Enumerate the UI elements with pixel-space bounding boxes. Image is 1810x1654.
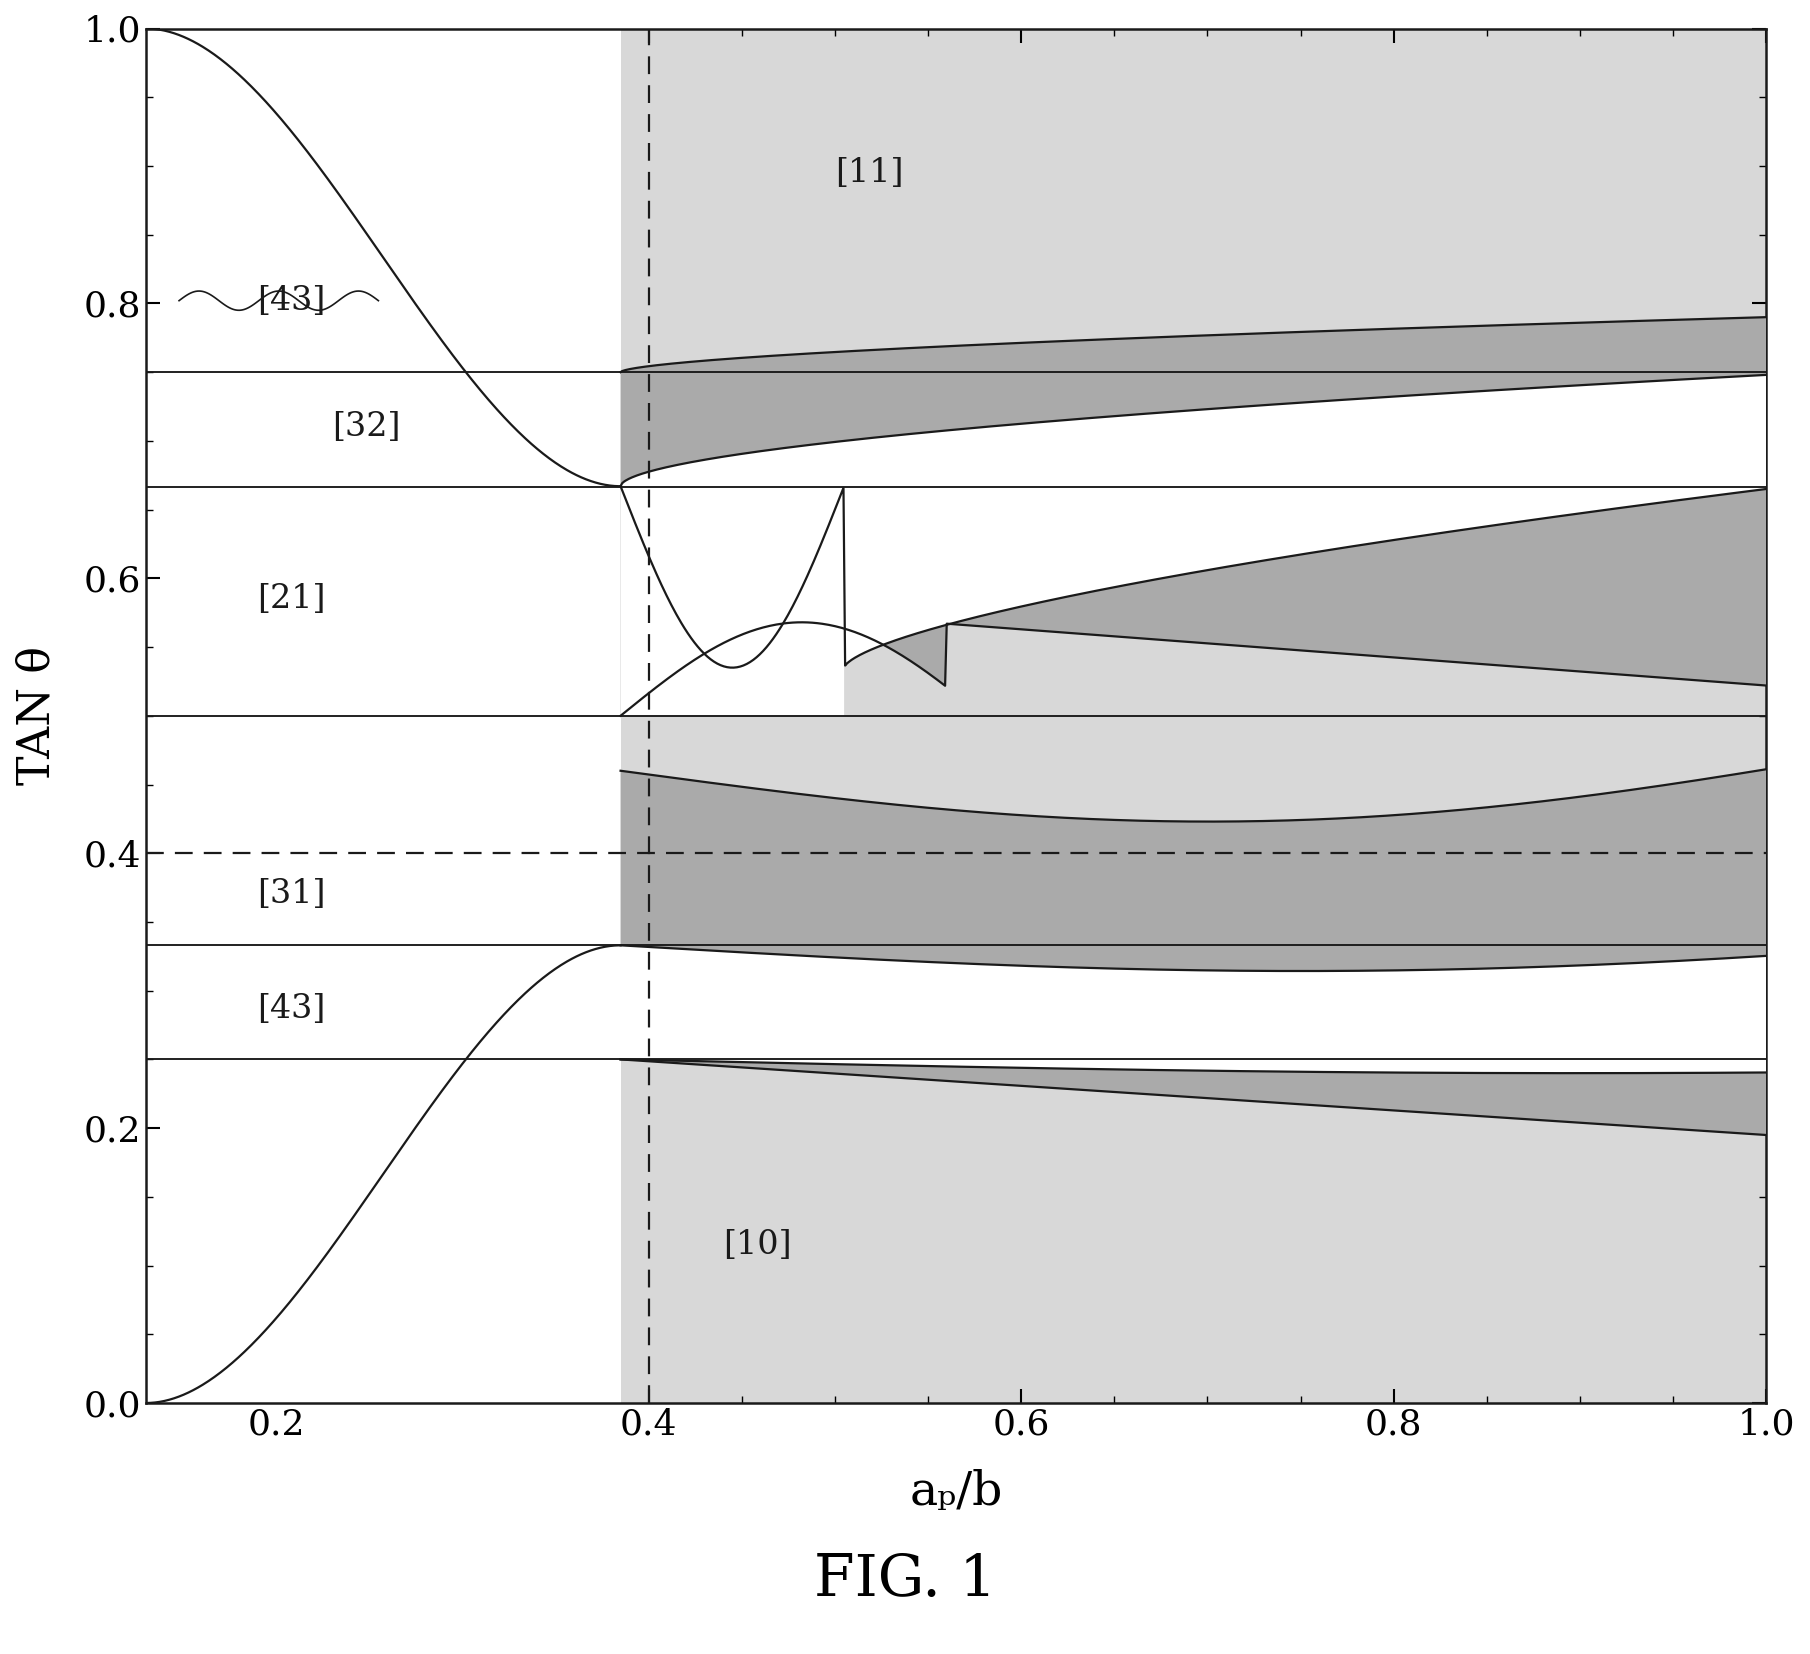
Text: [32]: [32]	[331, 412, 400, 443]
Text: [10]: [10]	[722, 1229, 791, 1260]
Polygon shape	[621, 486, 843, 716]
Text: [21]: [21]	[257, 582, 326, 615]
Polygon shape	[145, 946, 621, 1403]
Text: [11]: [11]	[834, 157, 903, 189]
Y-axis label: TAN θ: TAN θ	[14, 647, 58, 786]
Polygon shape	[621, 375, 1767, 668]
X-axis label: aₚ/b: aₚ/b	[909, 1470, 1003, 1515]
Polygon shape	[145, 28, 621, 1403]
Polygon shape	[621, 1060, 1767, 1135]
Text: [31]: [31]	[257, 878, 326, 910]
Polygon shape	[621, 946, 1767, 1073]
Polygon shape	[621, 318, 1767, 486]
Text: [43]: [43]	[257, 284, 326, 316]
Polygon shape	[145, 28, 621, 486]
Text: [43]: [43]	[257, 992, 326, 1024]
Polygon shape	[621, 486, 1767, 716]
Polygon shape	[621, 769, 1767, 971]
Text: FIG. 1: FIG. 1	[814, 1551, 996, 1608]
